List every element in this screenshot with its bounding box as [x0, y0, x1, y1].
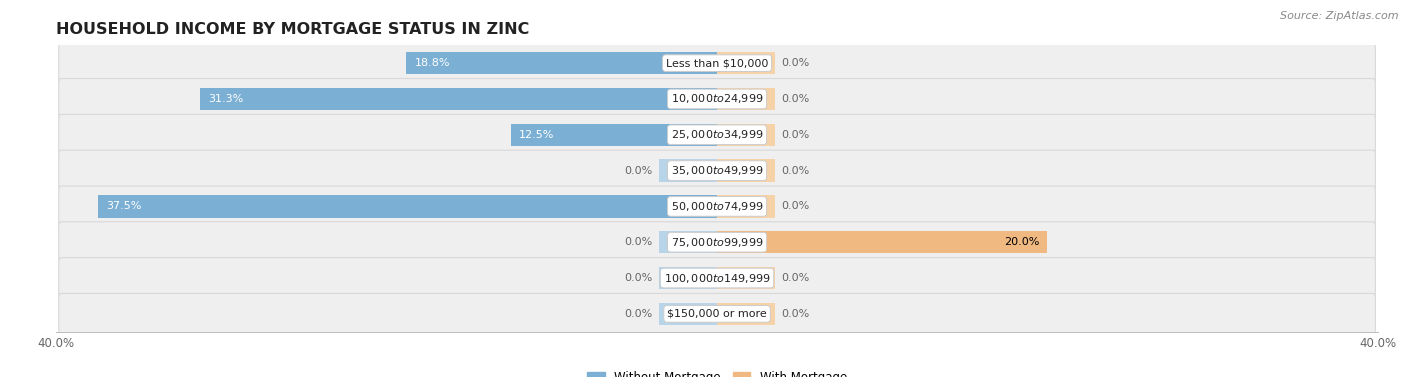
Text: $75,000 to $99,999: $75,000 to $99,999 — [671, 236, 763, 249]
Bar — [659, 267, 717, 289]
FancyBboxPatch shape — [59, 222, 1375, 263]
Bar — [97, 195, 717, 218]
Bar — [717, 159, 775, 182]
Text: $10,000 to $24,999: $10,000 to $24,999 — [671, 92, 763, 106]
Bar — [717, 124, 775, 146]
FancyBboxPatch shape — [59, 186, 1375, 227]
Bar — [406, 52, 717, 74]
Bar — [717, 195, 775, 218]
Text: 0.0%: 0.0% — [624, 309, 652, 319]
Text: $50,000 to $74,999: $50,000 to $74,999 — [671, 200, 763, 213]
Text: 20.0%: 20.0% — [1004, 237, 1039, 247]
Bar — [717, 52, 775, 74]
Text: HOUSEHOLD INCOME BY MORTGAGE STATUS IN ZINC: HOUSEHOLD INCOME BY MORTGAGE STATUS IN Z… — [56, 22, 530, 37]
Bar — [200, 88, 717, 110]
FancyBboxPatch shape — [59, 293, 1375, 334]
Text: 0.0%: 0.0% — [782, 309, 810, 319]
Bar — [717, 231, 1047, 253]
FancyBboxPatch shape — [59, 150, 1375, 191]
Text: 37.5%: 37.5% — [105, 201, 141, 211]
Text: $100,000 to $149,999: $100,000 to $149,999 — [664, 271, 770, 285]
Text: 0.0%: 0.0% — [624, 273, 652, 283]
Bar — [659, 303, 717, 325]
Text: Source: ZipAtlas.com: Source: ZipAtlas.com — [1281, 11, 1399, 21]
Text: 0.0%: 0.0% — [782, 201, 810, 211]
Bar — [510, 124, 717, 146]
FancyBboxPatch shape — [59, 43, 1375, 84]
FancyBboxPatch shape — [59, 78, 1375, 120]
Text: 12.5%: 12.5% — [519, 130, 554, 140]
Text: 0.0%: 0.0% — [624, 166, 652, 176]
FancyBboxPatch shape — [59, 257, 1375, 299]
Text: 18.8%: 18.8% — [415, 58, 450, 68]
Text: 0.0%: 0.0% — [782, 130, 810, 140]
Legend: Without Mortgage, With Mortgage: Without Mortgage, With Mortgage — [582, 366, 852, 377]
Text: $35,000 to $49,999: $35,000 to $49,999 — [671, 164, 763, 177]
Text: 0.0%: 0.0% — [782, 273, 810, 283]
Text: 0.0%: 0.0% — [782, 166, 810, 176]
Text: 0.0%: 0.0% — [624, 237, 652, 247]
Text: $25,000 to $34,999: $25,000 to $34,999 — [671, 128, 763, 141]
Bar — [659, 231, 717, 253]
Text: 0.0%: 0.0% — [782, 58, 810, 68]
FancyBboxPatch shape — [59, 114, 1375, 155]
Text: $150,000 or more: $150,000 or more — [668, 309, 766, 319]
Text: Less than $10,000: Less than $10,000 — [666, 58, 768, 68]
Bar — [717, 267, 775, 289]
Bar — [717, 88, 775, 110]
Text: 0.0%: 0.0% — [782, 94, 810, 104]
Text: 31.3%: 31.3% — [208, 94, 243, 104]
Bar — [717, 303, 775, 325]
Bar — [659, 159, 717, 182]
